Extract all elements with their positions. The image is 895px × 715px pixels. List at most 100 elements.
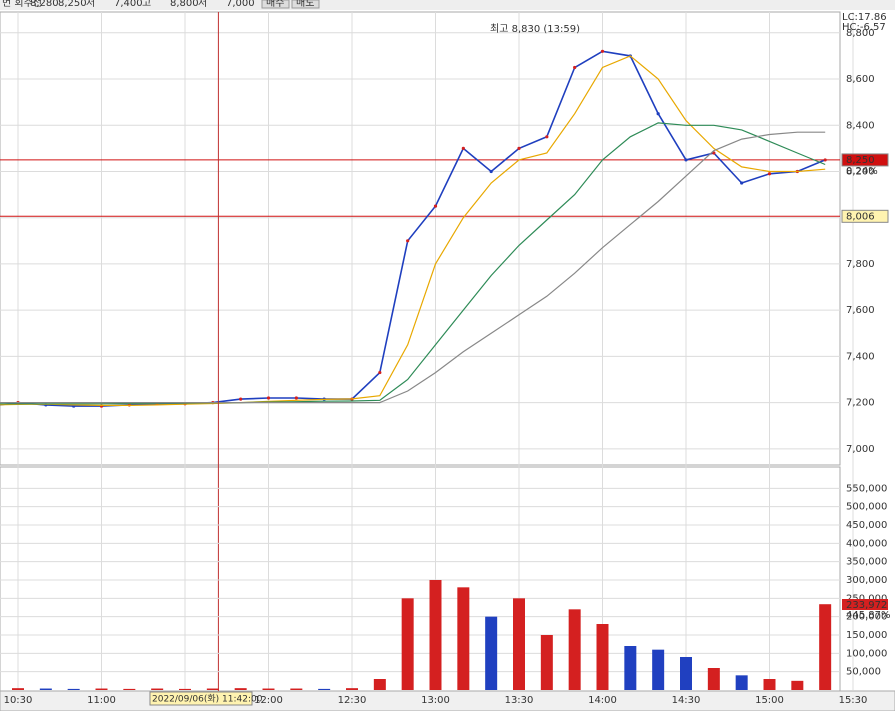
x-tick-label: 10:30 — [4, 695, 33, 706]
price-point — [378, 370, 382, 375]
y-tick-label: 200,000 — [846, 612, 887, 623]
y-tick-label: 7,000 — [846, 444, 875, 455]
volume-bar — [206, 688, 219, 690]
volume-bar — [457, 587, 470, 690]
toolbar-button-label[interactable]: 매도 — [296, 0, 314, 9]
volume-bar — [12, 688, 24, 690]
y-tick-label: 150,000 — [846, 630, 887, 641]
volume-bar — [735, 675, 748, 690]
x-tick-label: 15:00 — [755, 695, 784, 706]
toolbar-item: 8,800 — [170, 0, 199, 9]
y-tick-label: 8,600 — [846, 74, 875, 85]
volume-label-box — [842, 599, 888, 610]
price-point — [767, 172, 772, 176]
y-tick-label: 400,000 — [846, 538, 887, 549]
y-tick-label: 8,200 — [846, 166, 875, 177]
x-tick-label: 15:30 — [839, 695, 868, 706]
volume-bar — [763, 679, 776, 690]
volume-bar — [624, 646, 637, 690]
price-point — [573, 65, 577, 70]
corner-label: HC:-6.57 — [842, 22, 886, 33]
moving-average — [0, 131, 826, 404]
price-point — [740, 181, 744, 185]
volume-bar — [262, 688, 275, 690]
price-point — [461, 146, 465, 150]
reference-label-box — [841, 209, 889, 223]
volume-bar — [179, 688, 191, 690]
volume-bar — [373, 679, 386, 690]
toolbar-button[interactable] — [291, 0, 320, 9]
volume-panel — [0, 466, 841, 692]
volume-bar — [485, 616, 498, 690]
toolbar — [0, 0, 895, 10]
y-tick-label: 100,000 — [846, 648, 887, 659]
moving-average — [0, 122, 826, 405]
price-point — [656, 112, 660, 116]
volume-ratio-label: 445.87% — [846, 610, 891, 621]
toolbar-button-label[interactable]: 매수 — [266, 0, 284, 9]
price-point — [239, 397, 243, 401]
y-tick-label: 7,200 — [846, 398, 875, 409]
price-point — [489, 169, 493, 174]
volume-bar — [151, 688, 164, 690]
x-tick-label: 14:30 — [672, 695, 701, 706]
x-tick-label: 11:00 — [87, 695, 116, 706]
reference-label: 8,250 — [846, 155, 875, 166]
volume-current-label: 233,972 — [846, 600, 887, 611]
crosshair-label: 2022/09/06(화) 11:42:00 — [152, 694, 263, 705]
volume-bar — [39, 688, 52, 690]
toolbar-item: 저 — [198, 0, 207, 9]
volume-bar — [429, 580, 442, 690]
volume-bar — [540, 635, 553, 690]
volume-bar — [680, 657, 692, 690]
price-point — [684, 158, 688, 162]
x-tick-label: 14:00 — [588, 695, 617, 706]
volume-bar — [67, 688, 80, 690]
y-tick-label: 7,600 — [846, 305, 875, 316]
volume-bar — [346, 688, 358, 690]
toolbar-item: 7,400 — [114, 0, 143, 9]
price-point — [517, 146, 521, 150]
price-point — [433, 204, 438, 208]
volume-bar — [318, 688, 331, 690]
volume-bar — [401, 598, 414, 690]
y-tick-label: 7,800 — [846, 259, 875, 270]
volume-bar — [568, 609, 581, 690]
x-tick-label: 12:30 — [338, 695, 367, 706]
toolbar-item: 번 회주전 — [2, 0, 42, 9]
toolbar-item: 8,250 — [58, 0, 87, 9]
volume-bar — [123, 688, 136, 690]
crosshair-label-box — [149, 691, 253, 706]
toolbar-item: 7,000 — [226, 0, 255, 9]
price-point — [294, 396, 298, 400]
volume-bar — [791, 680, 804, 690]
price-point — [823, 158, 827, 162]
toolbar-item: 8,280 — [30, 0, 59, 9]
volume-bar — [652, 649, 665, 690]
volume-bar — [596, 624, 609, 690]
volume-bar — [290, 688, 303, 690]
price-point — [545, 135, 549, 139]
volume-bar — [95, 688, 108, 690]
price-point — [266, 396, 271, 400]
y-tick-label: 450,000 — [846, 520, 887, 531]
y-tick-label: 550,000 — [846, 483, 887, 494]
x-tick-label: 13:30 — [505, 695, 534, 706]
y-tick-label: 8,800 — [846, 28, 875, 39]
y-tick-label: 50,000 — [846, 667, 881, 678]
change-label: 0.24% — [846, 166, 878, 177]
toolbar-item: 고 — [142, 0, 151, 9]
price-panel — [0, 11, 841, 466]
x-tick-label: 12:00 — [254, 695, 283, 706]
reference-label: 8,006 — [846, 211, 875, 222]
high-annotation: 최고 8,830 (13:59) — [490, 23, 580, 35]
y-tick-label: 250,000 — [846, 593, 887, 604]
y-tick-label: 300,000 — [846, 575, 887, 586]
corner-label: LC:17.86 — [842, 12, 887, 23]
y-tick-label: 350,000 — [846, 557, 887, 568]
volume-bar — [707, 668, 720, 690]
reference-label-box — [841, 153, 889, 167]
toolbar-button[interactable] — [261, 0, 290, 9]
